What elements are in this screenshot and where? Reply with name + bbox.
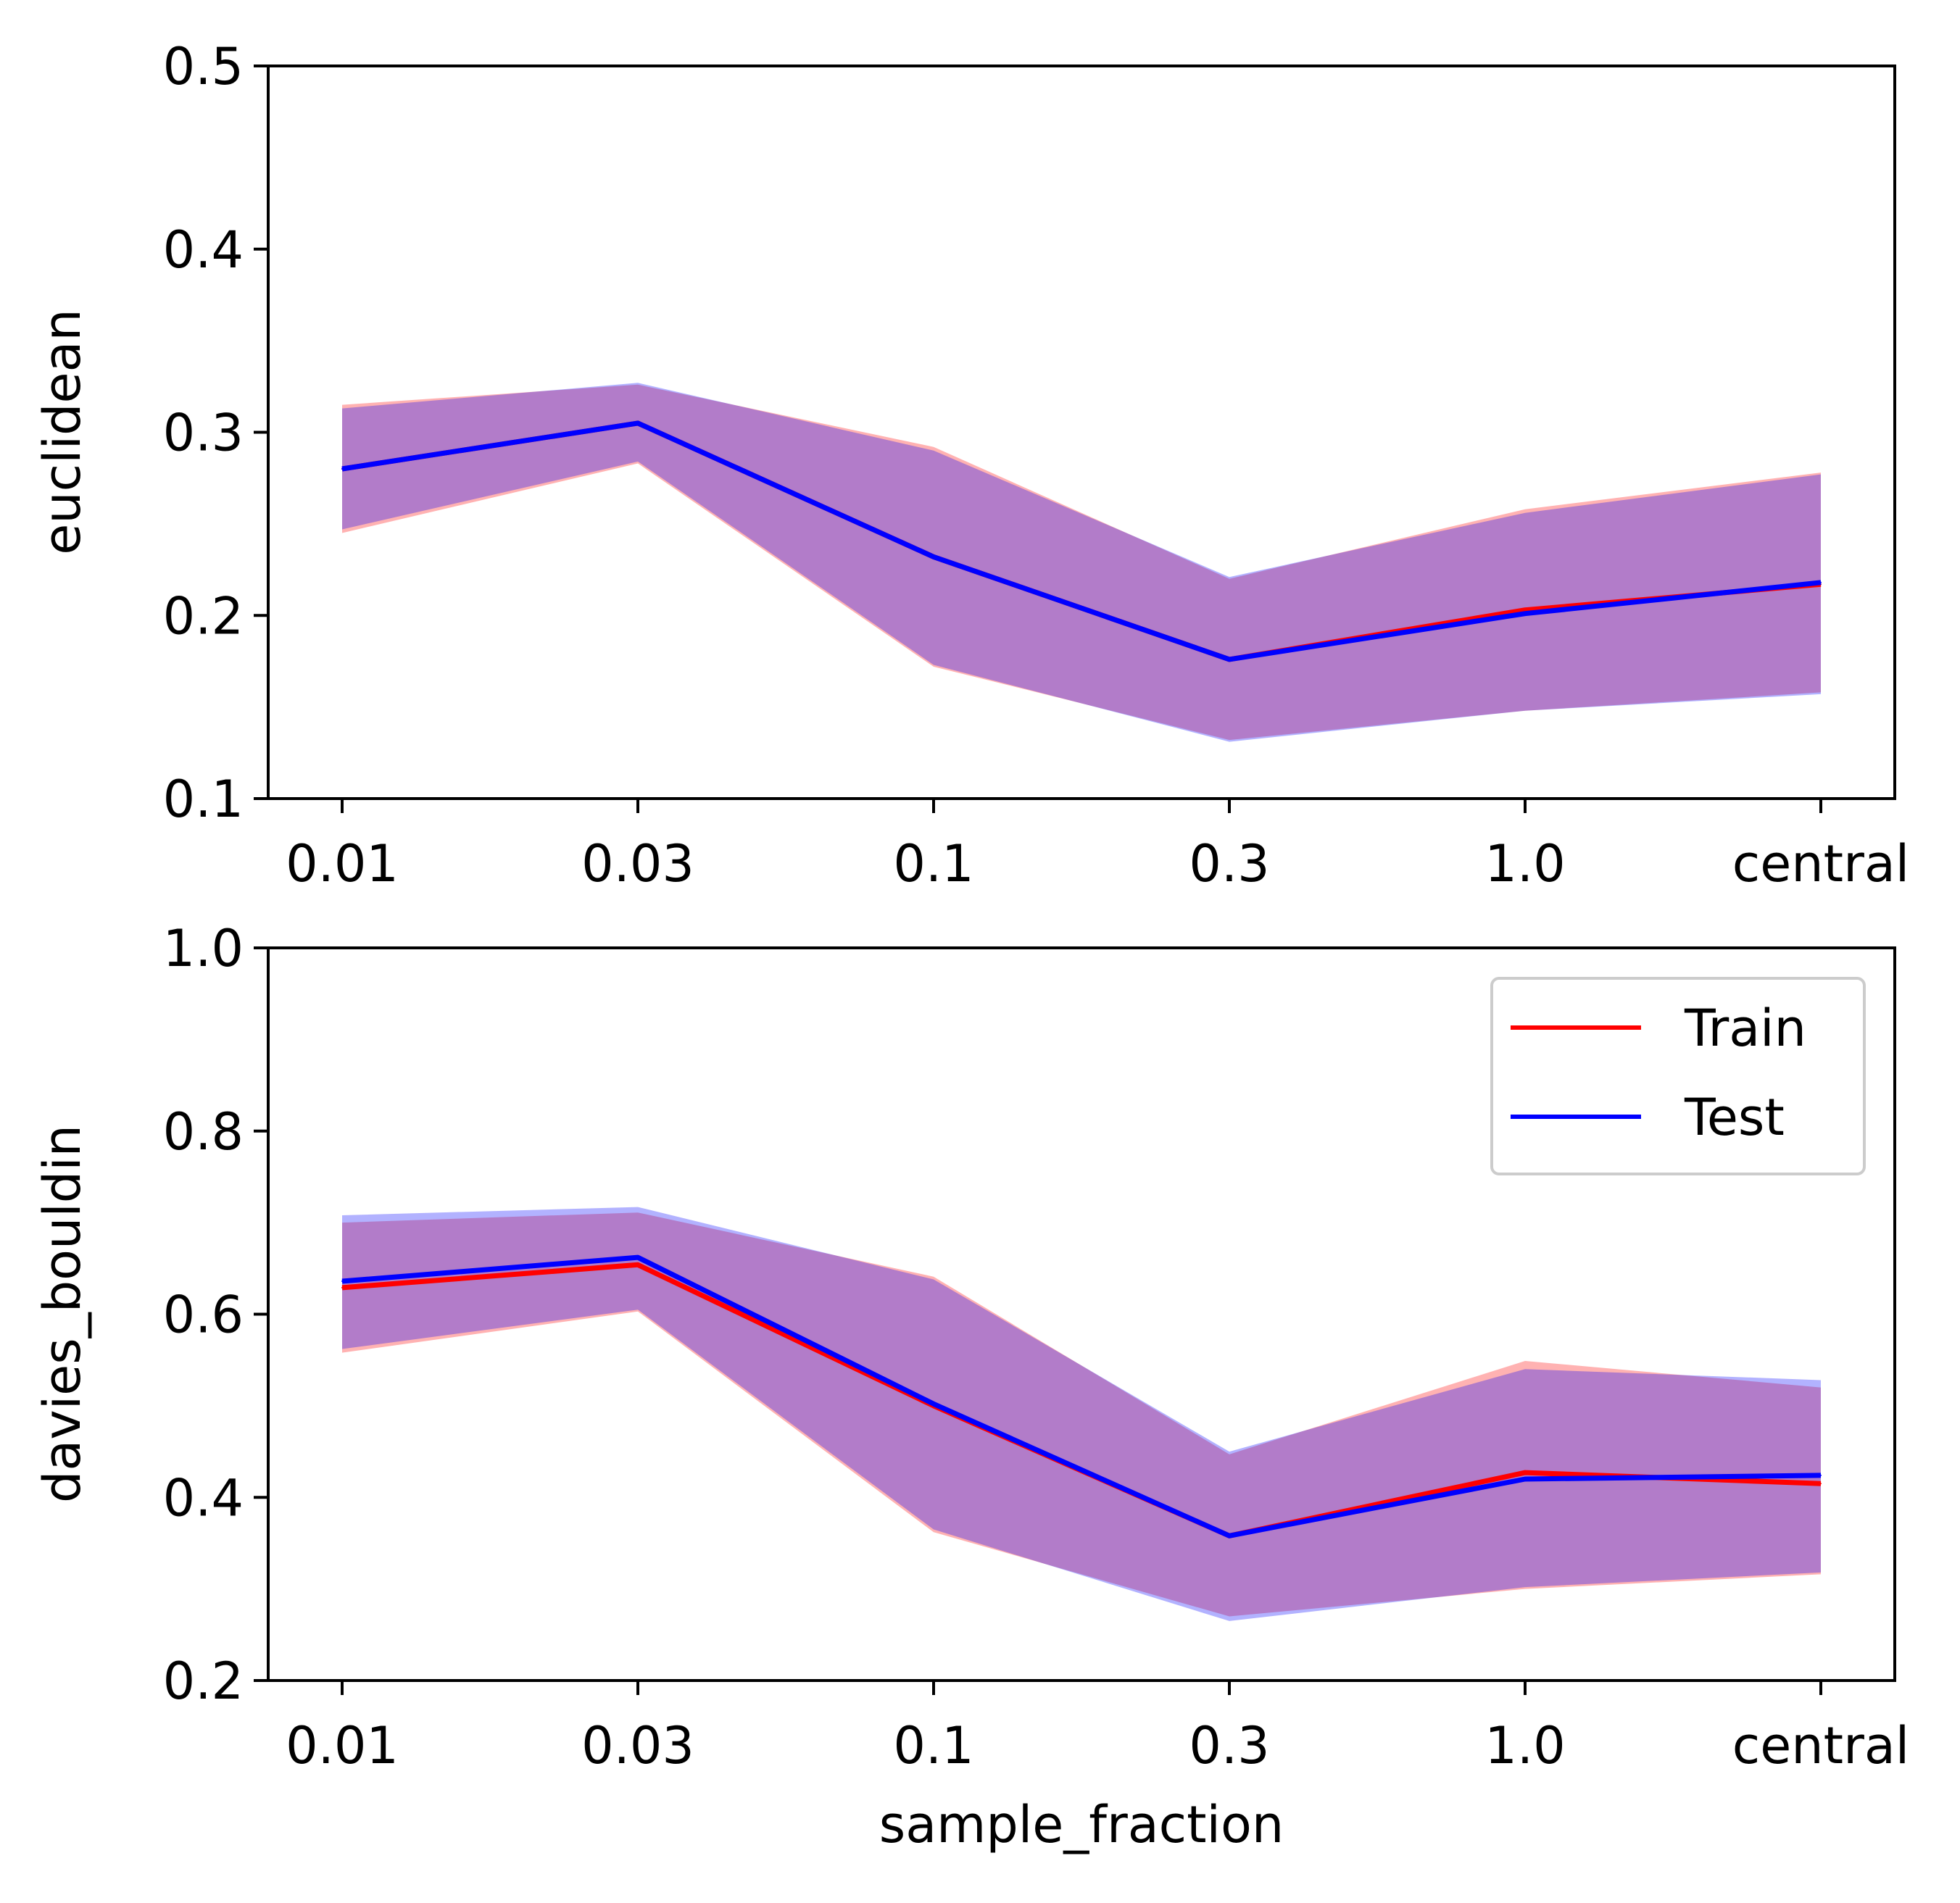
point-test bbox=[933, 556, 934, 558]
legend-label-train: Train bbox=[1684, 999, 1806, 1058]
x-tick-label: central bbox=[1732, 834, 1910, 894]
x-tick-label: 0.1 bbox=[893, 834, 973, 894]
point-train bbox=[1524, 609, 1526, 611]
x-axis-label: sample_fraction bbox=[879, 1795, 1284, 1854]
point-train bbox=[1820, 1483, 1822, 1485]
y-tick-label: 0.2 bbox=[163, 586, 244, 646]
x-ticks: 0.01 0.03 0.1 0.3 1.0 central bbox=[286, 799, 1909, 894]
y-axis-label: euclidean bbox=[33, 309, 92, 555]
x-ticks: 0.01 0.03 0.1 0.3 1.0 central bbox=[286, 1681, 1909, 1775]
point-train bbox=[341, 1286, 343, 1288]
point-test bbox=[1229, 1535, 1230, 1537]
band-test bbox=[342, 1207, 1821, 1621]
series-lines bbox=[341, 420, 1822, 662]
y-tick-label: 0.6 bbox=[163, 1286, 244, 1345]
band-test bbox=[342, 383, 1821, 742]
legend: Train Test bbox=[1490, 977, 1866, 1175]
y-ticks: 0.1 0.2 0.3 0.4 0.5 bbox=[163, 37, 268, 829]
panel-euclidean: 0.1 0.2 0.3 0.4 0.5 0.01 0.03 0.1 0.3 1.0 central… bbox=[33, 37, 1909, 894]
y-tick-label: 0.3 bbox=[163, 404, 244, 463]
legend-label-test: Test bbox=[1684, 1088, 1785, 1147]
point-test bbox=[1524, 1478, 1526, 1480]
x-tick-label: 0.01 bbox=[286, 834, 399, 894]
y-tick-label: 0.4 bbox=[163, 220, 244, 280]
y-tick-label: 0.5 bbox=[163, 37, 244, 96]
point-test bbox=[1820, 581, 1822, 583]
point-test bbox=[341, 1281, 343, 1282]
point-train bbox=[637, 1264, 639, 1266]
point-test bbox=[637, 422, 639, 424]
legend-box bbox=[1490, 977, 1866, 1175]
panel-davies-bouldin: 0.2 0.4 0.6 0.8 1.0 0.01 0.03 0.1 0.3 1.0 central… bbox=[33, 919, 1909, 1854]
line-test bbox=[341, 1254, 1822, 1538]
confidence-bands bbox=[342, 1207, 1821, 1621]
confidence-bands bbox=[342, 383, 1821, 742]
x-tick-label: 0.03 bbox=[581, 1716, 694, 1775]
y-tick-label: 0.2 bbox=[163, 1652, 244, 1711]
line-test bbox=[341, 420, 1822, 662]
point-test bbox=[637, 1257, 639, 1259]
x-tick-label: 0.1 bbox=[893, 1716, 973, 1775]
x-tick-label: 0.3 bbox=[1189, 1716, 1269, 1775]
series-lines bbox=[341, 1254, 1822, 1538]
point-test bbox=[1524, 612, 1526, 615]
band-train bbox=[342, 1212, 1821, 1617]
band-train bbox=[342, 384, 1821, 741]
point-test bbox=[1820, 1474, 1822, 1476]
point-test bbox=[1229, 658, 1230, 660]
y-tick-label: 0.8 bbox=[163, 1102, 244, 1162]
point-test bbox=[933, 1403, 934, 1405]
point-train bbox=[1524, 1472, 1526, 1474]
y-ticks: 0.2 0.4 0.6 0.8 1.0 bbox=[163, 919, 268, 1711]
y-axis-label: davies_bouldin bbox=[33, 1125, 92, 1503]
y-tick-label: 1.0 bbox=[163, 919, 244, 978]
x-tick-label: 0.3 bbox=[1189, 834, 1269, 894]
y-tick-label: 0.1 bbox=[163, 770, 244, 829]
point-test bbox=[341, 468, 343, 470]
y-tick-label: 0.4 bbox=[163, 1468, 244, 1528]
x-tick-label: 1.0 bbox=[1484, 834, 1565, 894]
x-tick-label: 0.03 bbox=[581, 834, 694, 894]
x-tick-label: 1.0 bbox=[1484, 1716, 1565, 1775]
x-tick-label: 0.01 bbox=[286, 1716, 399, 1775]
x-tick-label: central bbox=[1732, 1716, 1910, 1775]
